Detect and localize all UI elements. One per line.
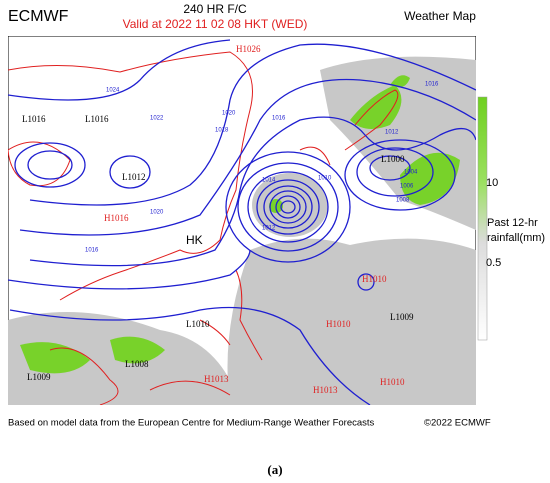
isobar — [256, 179, 320, 235]
isobar — [14, 142, 86, 188]
isobar-label: 1024 — [106, 88, 120, 94]
isobar-label: 1014 — [262, 178, 276, 184]
isobar — [357, 273, 375, 291]
isobar — [9, 306, 371, 405]
pressure-center-label: H1010 — [362, 274, 387, 284]
isobar-label: 1006 — [400, 184, 414, 190]
rainfall-colorbar — [477, 96, 488, 341]
isobar — [275, 195, 301, 219]
coast — [49, 347, 231, 405]
pressure-center-label: H1013 — [204, 374, 229, 384]
isobar — [225, 151, 351, 263]
pressure-center-label: L1009 — [27, 372, 51, 382]
source-note: Based on model data from the European Ce… — [8, 418, 375, 429]
map-area: H1026 L1016 L1016 L1012 H1016 L1000 L1010 L1008… — [8, 36, 476, 405]
isobar-label: 1016 — [272, 116, 286, 122]
pressure-center-label: L1010 — [186, 319, 210, 329]
isobar-label: 1016 — [425, 82, 439, 88]
coastlines — [8, 51, 399, 405]
pressure-center-label: L1012 — [122, 172, 146, 182]
coast — [299, 89, 399, 166]
pressure-center-label: H1016 — [104, 213, 129, 223]
coast — [8, 141, 71, 187]
isobar — [247, 171, 329, 243]
isobar — [263, 185, 313, 229]
rain — [390, 75, 410, 88]
map-labels: H1026 L1016 L1016 L1012 H1016 L1000 L1010 L1008… — [22, 44, 439, 395]
pressure-center-label: L1016 — [85, 114, 109, 124]
cloud — [227, 238, 476, 405]
isobar-label: 1010 — [318, 176, 332, 182]
isobar-label: 1004 — [404, 170, 418, 176]
copyright: ©2022 ECMWF — [424, 418, 491, 429]
pressure-center-label: H1010 — [326, 319, 351, 329]
place-label: HK — [186, 233, 203, 247]
valid-time: Valid at 2022 11 02 08 HKT (WED) — [123, 17, 308, 31]
pressure-center-label: H1010 — [380, 377, 405, 387]
rain — [350, 85, 402, 129]
isobar-label: 1008 — [396, 198, 410, 204]
product-name: Weather Map — [404, 9, 476, 23]
colorbar-label-1: Past 12-hr — [487, 217, 538, 229]
isobar-label: 1012 — [385, 130, 399, 136]
pressure-center-label: L1000 — [381, 154, 405, 164]
pressure-center-label: H1026 — [236, 44, 261, 54]
isobar — [356, 147, 434, 197]
isobar — [8, 249, 251, 290]
colorbar-tick: 0.5 — [486, 257, 501, 269]
pressure-center-label: H1013 — [313, 385, 338, 395]
colorbar-tick: 10 — [486, 177, 498, 189]
model-name: ECMWF — [8, 8, 69, 25]
isobar — [344, 139, 456, 211]
coast — [199, 269, 263, 361]
isobar — [369, 155, 411, 181]
isobar-label: 1020 — [222, 111, 236, 117]
isobar — [109, 155, 151, 189]
isobars — [8, 39, 476, 405]
pressure-center-label: L1008 — [125, 359, 149, 369]
isobar-label: 1016 — [85, 248, 99, 254]
isobar-label: 1022 — [150, 116, 164, 122]
isobar — [29, 43, 476, 206]
isobar — [269, 190, 307, 224]
isobar — [19, 78, 476, 236]
isobar — [8, 39, 231, 101]
forecast-hour: 240 HR F/C — [183, 2, 247, 16]
figure-caption: (a) — [267, 462, 282, 477]
isobar-label: 1020 — [150, 210, 164, 216]
isobar — [280, 200, 296, 214]
isobar-label: 1018 — [215, 128, 229, 134]
isobar — [27, 150, 73, 180]
isobar-label: 1012 — [262, 226, 276, 232]
pressure-center-label: L1009 — [390, 312, 414, 322]
isobar — [237, 162, 339, 252]
isobar — [29, 116, 476, 267]
rain — [110, 336, 165, 364]
colorbar-label-2: rainfall(mm) — [487, 232, 545, 244]
pressure-center-label: L1016 — [22, 114, 46, 124]
